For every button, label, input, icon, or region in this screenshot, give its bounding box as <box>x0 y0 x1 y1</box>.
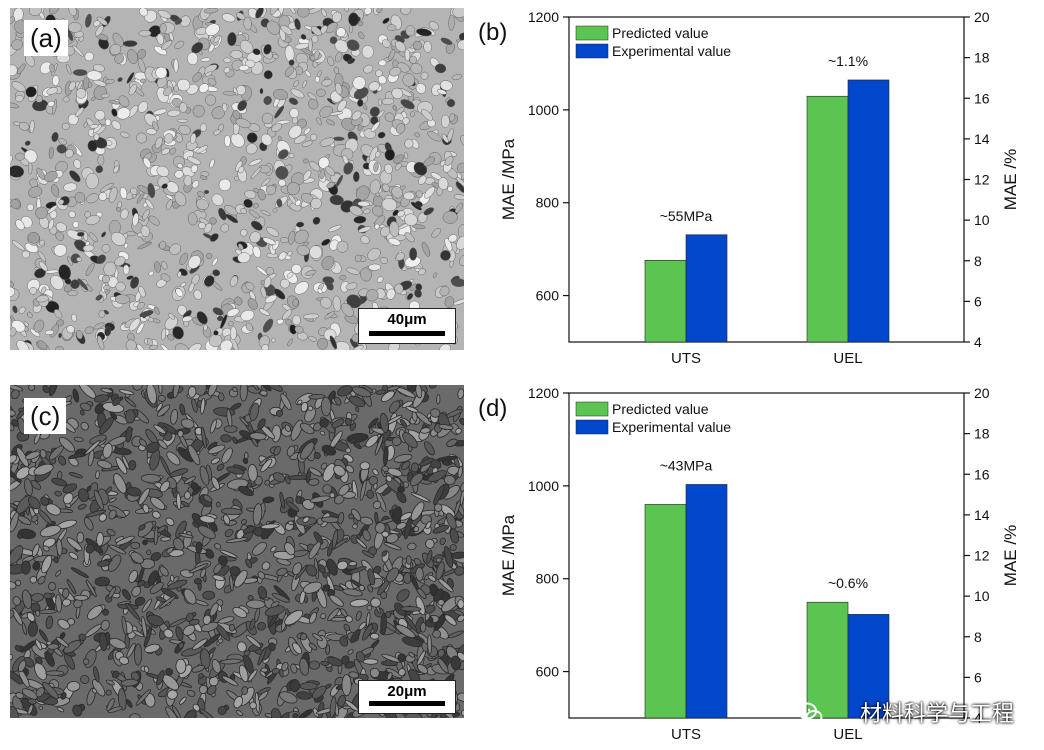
legend-label-predicted: Predicted value <box>612 25 709 41</box>
bar-uel-experimental <box>847 79 890 343</box>
chart-d: (d) 600 800 1000 1200 4 6 8 10 12 14 16 18 20 MAE /MPa… <box>478 385 1020 743</box>
bar-uts-predicted <box>644 504 687 719</box>
category-label-uts: UTS <box>671 726 701 743</box>
left-tick-label: 800 <box>536 571 560 587</box>
panel-label-a: (a) <box>24 20 68 56</box>
left-tick-label: 600 <box>536 664 560 680</box>
right-tick-label: 18 <box>974 426 990 442</box>
bar-uts-experimental <box>685 484 728 719</box>
legend-swatch-predicted <box>575 401 609 417</box>
annotation-uts: ~43MPa <box>660 457 713 473</box>
watermark-text: 材料科学与工程 <box>859 702 1014 727</box>
micrograph-a <box>10 8 464 350</box>
legend-label-experimental: Experimental value <box>612 43 731 59</box>
right-tick-label: 16 <box>974 90 990 106</box>
panel-label: (d) <box>478 395 507 422</box>
right-tick-label: 20 <box>974 385 990 401</box>
bar-uel-predicted <box>806 95 849 343</box>
plot-frame <box>568 16 965 343</box>
right-tick-label: 10 <box>974 212 990 228</box>
y-axis-title-left: MAE /MPa <box>499 514 518 596</box>
annotation-uel: ~0.6% <box>828 575 868 591</box>
category-label-uel: UEL <box>833 726 862 743</box>
scale-bar-c-label: 20μm <box>387 683 427 700</box>
right-tick-label: 8 <box>974 253 982 269</box>
legend-swatch-experimental <box>575 43 609 59</box>
bar-uel-predicted <box>806 601 849 719</box>
annotation-uel: ~1.1% <box>828 53 868 69</box>
right-tick-label: 16 <box>974 466 990 482</box>
bar-uel-experimental <box>847 614 890 719</box>
right-tick-label: 12 <box>974 172 990 188</box>
annotation-uts: ~55MPa <box>660 208 713 224</box>
bar-uts-predicted <box>644 259 687 343</box>
right-tick-label: 8 <box>974 629 982 645</box>
scale-bar-a-label: 40μm <box>387 311 427 328</box>
right-tick-label: 14 <box>974 131 990 147</box>
chart-b: (b) 600 800 1000 1200 4 6 8 10 12 14 16 18 20 MAE /MPa… <box>478 9 1020 367</box>
legend-swatch-experimental <box>575 419 609 435</box>
plot-frame <box>568 392 965 719</box>
right-tick-label: 6 <box>974 669 982 685</box>
right-tick-label: 4 <box>974 710 982 726</box>
right-tick-label: 6 <box>974 293 982 309</box>
wechat-icon <box>797 702 823 724</box>
legend-label-experimental: Experimental value <box>612 419 731 435</box>
scale-bar-a: 40μm <box>358 308 456 344</box>
right-tick-label: 10 <box>974 588 990 604</box>
scale-bar-c-line <box>369 701 445 706</box>
bar-uts-experimental <box>685 234 728 343</box>
panel-label: (b) <box>478 19 507 46</box>
left-tick-label: 1200 <box>528 9 559 25</box>
scale-bar-c: 20μm <box>358 680 456 714</box>
panel-label-c: (c) <box>24 398 67 434</box>
right-tick-label: 4 <box>974 334 982 350</box>
category-label-uel: UEL <box>833 350 862 367</box>
left-tick-label: 600 <box>536 288 560 304</box>
right-tick-label: 14 <box>974 507 990 523</box>
category-label-uts: UTS <box>671 350 701 367</box>
right-tick-label: 18 <box>974 50 990 66</box>
grain-texture <box>10 8 464 350</box>
left-tick-label: 1000 <box>528 102 559 118</box>
left-tick-label: 1200 <box>528 385 559 401</box>
micrograph-c <box>10 385 464 718</box>
right-tick-label: 12 <box>974 548 990 564</box>
scale-bar-a-line <box>369 331 445 336</box>
left-tick-label: 1000 <box>528 478 559 494</box>
y-axis-title-right: MAE /% <box>1001 525 1020 586</box>
legend-label-predicted: Predicted value <box>612 401 709 417</box>
left-tick-label: 800 <box>536 195 560 211</box>
y-axis-title-right: MAE /% <box>1001 149 1020 210</box>
legend-swatch-predicted <box>575 25 609 41</box>
grain-texture <box>10 385 464 718</box>
micrograph-a-texture <box>10 8 464 350</box>
right-tick-label: 20 <box>974 9 990 25</box>
y-axis-title-left: MAE /MPa <box>499 138 518 220</box>
micrograph-c-texture <box>10 385 464 718</box>
